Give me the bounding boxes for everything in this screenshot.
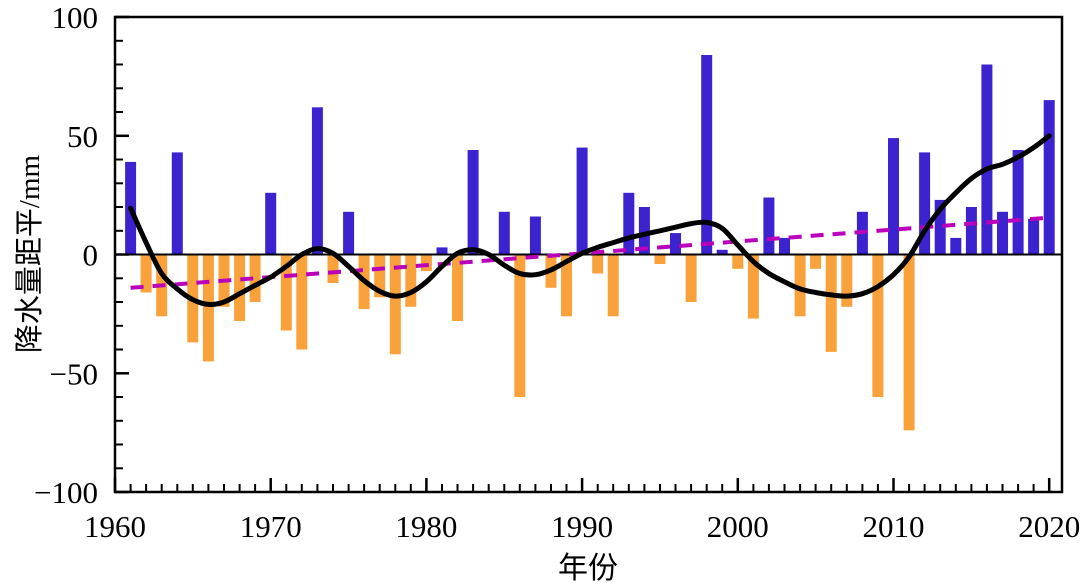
bar-2017 — [997, 211, 1008, 255]
bar-2020 — [1043, 100, 1055, 255]
bar-1982 — [452, 254, 463, 321]
bar-1991 — [592, 254, 604, 274]
y-tick-label-50: 50 — [67, 119, 98, 154]
x-tick-label-1990: 1990 — [551, 509, 613, 544]
bar-1968 — [234, 254, 246, 321]
bar-1983 — [467, 150, 479, 255]
bar-2009 — [872, 254, 884, 397]
bar-1994 — [638, 207, 650, 255]
x-tick-label-2010: 2010 — [863, 509, 925, 544]
y-tick-label-0: 0 — [83, 238, 99, 273]
x-tick-label-1960: 1960 — [84, 509, 146, 544]
bar-1974 — [327, 254, 339, 283]
bar-1985 — [498, 211, 510, 255]
y-tick-label-100: 100 — [52, 0, 99, 35]
bar-2014 — [950, 237, 962, 255]
x-tick-label-1980: 1980 — [395, 509, 457, 544]
bar-2006 — [825, 254, 837, 352]
bar-1972 — [296, 254, 308, 350]
bar-1981 — [436, 247, 448, 255]
bar-2000 — [732, 254, 744, 269]
x-tick-label-1970: 1970 — [240, 509, 302, 544]
bar-2003 — [779, 237, 790, 255]
bar-2019 — [1028, 218, 1040, 255]
bar-1962 — [140, 254, 152, 293]
bar-2004 — [794, 254, 806, 317]
x-axis-title: 年份 — [558, 552, 618, 583]
bar-1970 — [265, 192, 277, 255]
bar-2015 — [965, 207, 977, 255]
bar-1997 — [685, 254, 697, 302]
bar-2012 — [919, 152, 931, 255]
x-tick-label-2020: 2020 — [1018, 509, 1080, 544]
bar-1980 — [420, 254, 432, 272]
bar-1999 — [716, 249, 728, 255]
bar-1977 — [374, 254, 386, 298]
y-tick-label-−100: −100 — [34, 475, 98, 510]
bar-2016 — [981, 64, 993, 255]
bar-1987 — [529, 216, 541, 255]
bar-2010 — [888, 138, 899, 255]
bar-2013 — [934, 199, 946, 255]
bar-1979 — [405, 254, 417, 307]
bar-1996 — [670, 233, 681, 255]
smoothed-curve — [128, 133, 1052, 307]
bar-1992 — [607, 254, 619, 317]
bar-1995 — [654, 254, 666, 264]
bar-1975 — [343, 211, 355, 255]
y-tick-label-−50: −50 — [50, 356, 98, 391]
bar-1971 — [280, 254, 292, 331]
bar-2018 — [1012, 150, 1024, 255]
bar-1998 — [701, 55, 713, 255]
bar-1989 — [561, 254, 572, 317]
bar-1986 — [514, 254, 526, 397]
bar-2001 — [747, 254, 759, 319]
bar-1993 — [623, 192, 635, 255]
bar-1973 — [311, 107, 323, 255]
bar-1990 — [576, 147, 588, 255]
bar-1966 — [202, 254, 214, 362]
bar-2002 — [763, 197, 775, 255]
bar-2007 — [841, 254, 853, 307]
bar-2011 — [903, 254, 915, 431]
bar-1969 — [249, 254, 261, 302]
bar-1978 — [389, 254, 401, 355]
bar-2005 — [810, 254, 822, 269]
bar-1964 — [171, 152, 183, 255]
x-tick-label-2000: 2000 — [707, 509, 769, 544]
